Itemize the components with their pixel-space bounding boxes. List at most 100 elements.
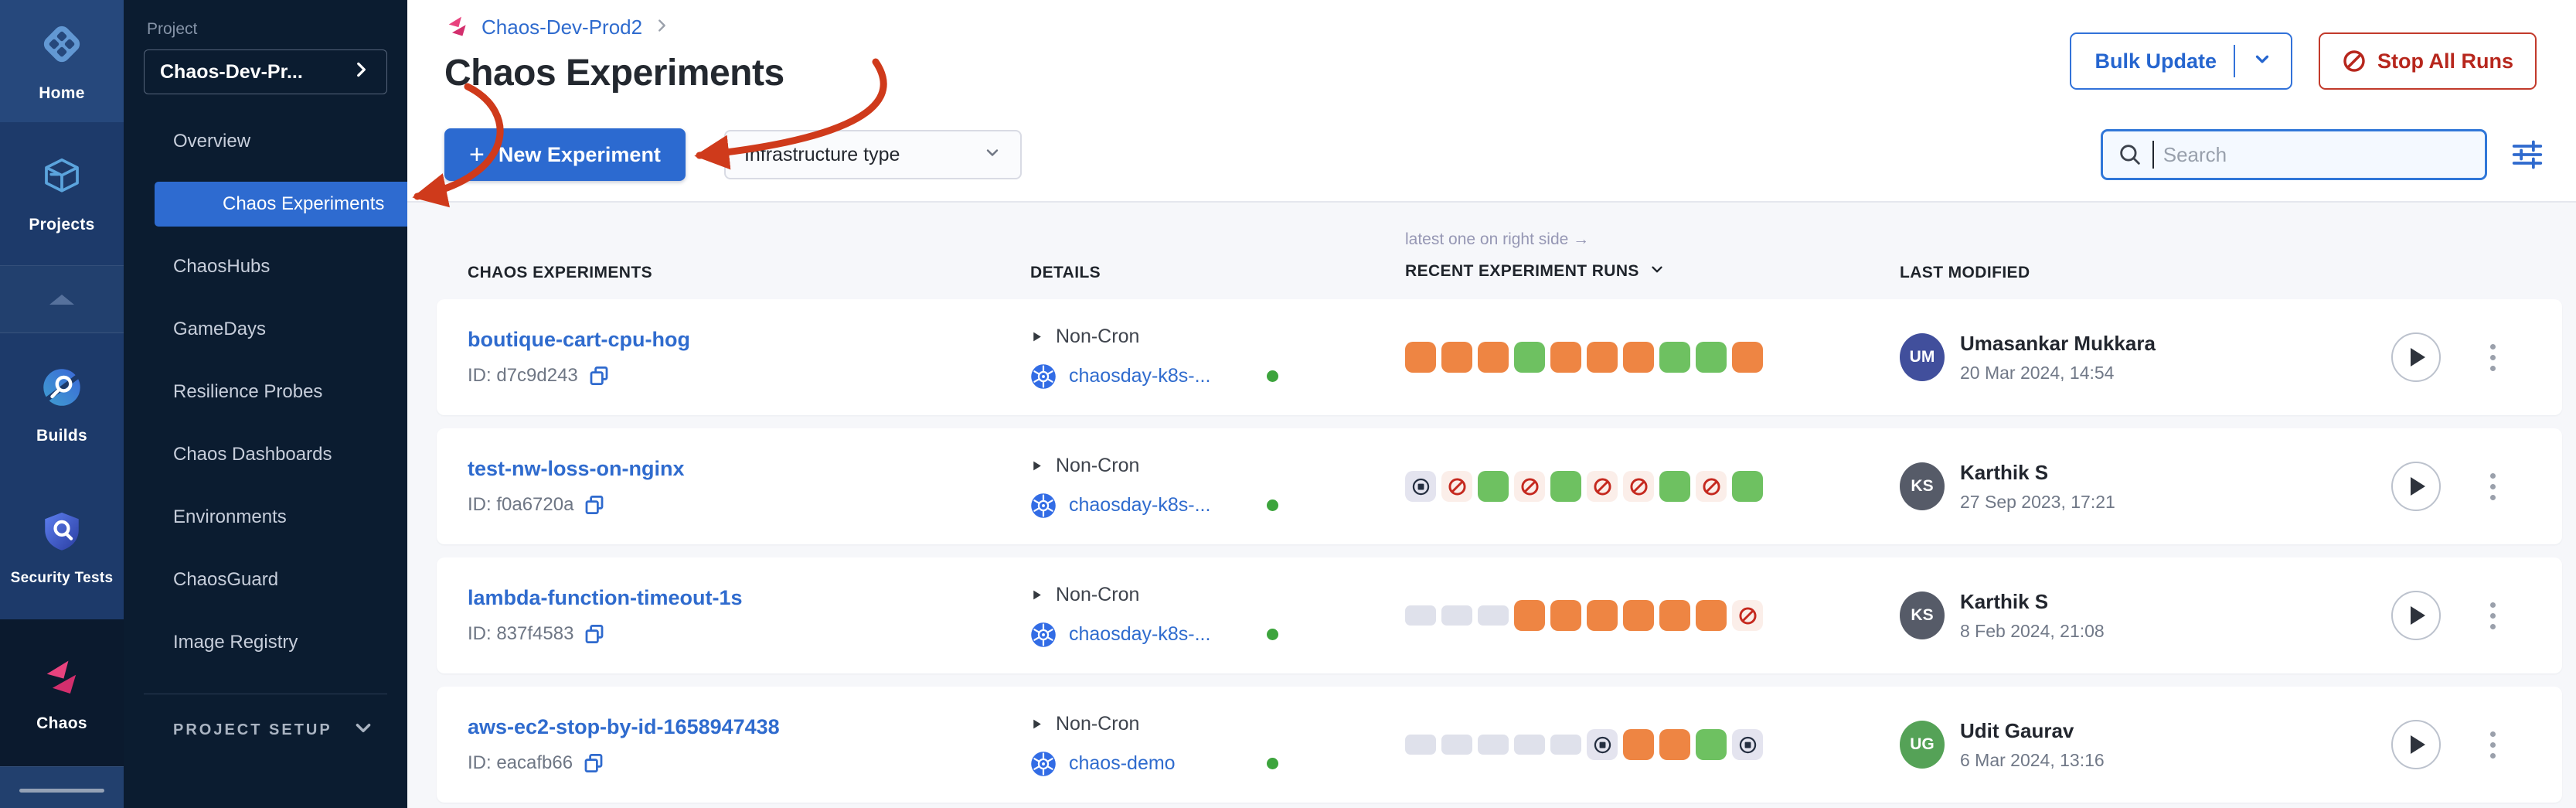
bulk-update-button[interactable]: Bulk Update xyxy=(2070,32,2292,90)
experiment-name-link[interactable]: boutique-cart-cpu-hog xyxy=(468,327,690,351)
nav-item-image-registry[interactable]: Image Registry xyxy=(173,631,298,653)
run-tile-warning[interactable] xyxy=(1478,342,1509,373)
copy-icon[interactable] xyxy=(582,752,605,775)
row-menu-button[interactable] xyxy=(2486,339,2500,376)
run-tile-none[interactable] xyxy=(1478,735,1509,755)
run-tile-success[interactable] xyxy=(1514,342,1545,373)
row-menu-button[interactable] xyxy=(2486,469,2500,505)
run-tile-success[interactable] xyxy=(1696,342,1727,373)
rail-module-projects[interactable]: Projects xyxy=(0,122,124,265)
run-tile-success[interactable] xyxy=(1732,471,1763,502)
row-menu-button[interactable] xyxy=(2486,598,2500,634)
run-tile-warning[interactable] xyxy=(1550,342,1581,373)
run-tile-stopped[interactable] xyxy=(1732,729,1763,760)
run-tile-failed[interactable] xyxy=(1696,471,1727,502)
run-tile-none[interactable] xyxy=(1478,605,1509,626)
page-title: Chaos Experiments xyxy=(444,53,784,94)
infrastructure-link[interactable]: chaos-demo xyxy=(1069,752,1176,774)
run-experiment-button[interactable] xyxy=(2391,720,2441,769)
filter-settings-button[interactable] xyxy=(2510,138,2544,172)
infrastructure-link[interactable]: chaosday-k8s-... xyxy=(1069,365,1211,387)
modified-date: 27 Sep 2023, 17:21 xyxy=(1960,491,2115,512)
run-tile-warning[interactable] xyxy=(1623,342,1654,373)
run-tile-warning[interactable] xyxy=(1405,342,1436,373)
project-section-label: Project xyxy=(147,20,198,38)
run-tile-warning[interactable] xyxy=(1550,600,1581,631)
plus-icon: + xyxy=(469,140,485,169)
nav-item-gamedays[interactable]: GameDays xyxy=(173,318,267,339)
copy-icon[interactable] xyxy=(587,364,611,387)
kubernetes-icon xyxy=(1030,493,1057,519)
run-tile-failed[interactable] xyxy=(1623,471,1654,502)
run-experiment-button[interactable] xyxy=(2391,332,2441,382)
run-tile-none[interactable] xyxy=(1514,735,1545,755)
experiment-name-link[interactable]: aws-ec2-stop-by-id-1658947438 xyxy=(468,714,780,738)
infrastructure-link[interactable]: chaosday-k8s-... xyxy=(1069,494,1211,516)
rail-module-security-tests[interactable]: Security Tests xyxy=(0,476,124,619)
project-setup-toggle[interactable]: PROJECT SETUP xyxy=(124,718,407,742)
experiment-name-link[interactable]: test-nw-loss-on-nginx xyxy=(468,456,685,480)
nav-item-chaoshubs[interactable]: ChaosHubs xyxy=(173,255,271,277)
run-tile-failed[interactable] xyxy=(1514,471,1545,502)
rail-module-chaos[interactable]: Chaos xyxy=(0,619,124,766)
run-tile-failed[interactable] xyxy=(1587,471,1618,502)
nav-item-chaosguard[interactable]: ChaosGuard xyxy=(173,568,279,590)
run-tile-warning[interactable] xyxy=(1623,729,1654,760)
run-tile-success[interactable] xyxy=(1659,471,1690,502)
run-tile-failed[interactable] xyxy=(1441,471,1472,502)
copy-icon[interactable] xyxy=(583,493,606,517)
infrastructure-link[interactable]: chaosday-k8s-... xyxy=(1069,623,1211,645)
row-actions-cell xyxy=(2377,332,2562,382)
row-menu-button[interactable] xyxy=(2486,727,2500,763)
run-tile-none[interactable] xyxy=(1441,605,1472,626)
experiment-details-cell: Non-Cron chaosday-k8s-... xyxy=(1030,584,1405,648)
rail-module-builds[interactable]: Builds xyxy=(0,333,124,476)
run-tile-stopped[interactable] xyxy=(1587,729,1618,760)
run-tile-warning[interactable] xyxy=(1514,600,1545,631)
run-tile-warning[interactable] xyxy=(1441,342,1472,373)
infra-status-dot xyxy=(1267,758,1278,769)
chevron-down-icon xyxy=(2252,49,2272,74)
nav-item-chaos-experiments[interactable]: Chaos Experiments xyxy=(124,172,407,235)
run-tile-success[interactable] xyxy=(1478,471,1509,502)
run-tile-warning[interactable] xyxy=(1623,600,1654,631)
search-input[interactable] xyxy=(2163,142,2471,167)
nav-item-environments[interactable]: Environments xyxy=(173,506,287,527)
infra-status-dot xyxy=(1267,370,1278,382)
run-tile-warning[interactable] xyxy=(1587,600,1618,631)
rail-module-home[interactable]: Home xyxy=(0,0,124,122)
rail-module-label: Security Tests xyxy=(10,570,114,586)
project-selector[interactable]: Chaos-Dev-Pr... xyxy=(144,49,387,94)
run-tile-success[interactable] xyxy=(1659,342,1690,373)
run-tile-none[interactable] xyxy=(1405,605,1436,626)
run-experiment-button[interactable] xyxy=(2391,591,2441,640)
new-experiment-button[interactable]: + New Experiment xyxy=(444,128,686,181)
run-tile-failed[interactable] xyxy=(1732,600,1763,631)
run-tile-warning[interactable] xyxy=(1732,342,1763,373)
nav-item-overview[interactable]: Overview xyxy=(173,130,251,152)
breadcrumb-project-link[interactable]: Chaos-Dev-Prod2 xyxy=(482,15,643,39)
run-tile-success[interactable] xyxy=(1550,471,1581,502)
chaos-icon xyxy=(39,653,84,702)
run-tile-success[interactable] xyxy=(1696,729,1727,760)
run-experiment-button[interactable] xyxy=(2391,462,2441,511)
run-tile-stopped[interactable] xyxy=(1405,471,1436,502)
run-tile-none[interactable] xyxy=(1405,735,1436,755)
infrastructure-type-select[interactable]: Infrastructure type xyxy=(723,130,1022,179)
run-tile-none[interactable] xyxy=(1550,735,1581,755)
run-tile-warning[interactable] xyxy=(1696,600,1727,631)
rail-collapse-toggle[interactable] xyxy=(0,265,124,333)
run-tile-none[interactable] xyxy=(1441,735,1472,755)
run-tile-warning[interactable] xyxy=(1659,729,1690,760)
text-cursor xyxy=(2152,141,2154,169)
nav-item-chaos-dashboards[interactable]: Chaos Dashboards xyxy=(173,443,332,465)
copy-icon[interactable] xyxy=(583,622,606,646)
column-header-runs[interactable]: RECENT EXPERIMENT RUNS xyxy=(1405,261,1900,282)
stop-all-runs-button[interactable]: Stop All Runs xyxy=(2319,32,2537,90)
experiment-name-link[interactable]: lambda-function-timeout-1s xyxy=(468,585,743,609)
column-header-runs-block: latest one on right side → RECENT EXPERI… xyxy=(1405,230,1900,282)
nav-item-resilience-probes[interactable]: Resilience Probes xyxy=(173,380,323,402)
run-tile-warning[interactable] xyxy=(1659,600,1690,631)
run-tile-warning[interactable] xyxy=(1587,342,1618,373)
header-left: Chaos-Dev-Prod2 Chaos Experiments xyxy=(444,12,784,108)
